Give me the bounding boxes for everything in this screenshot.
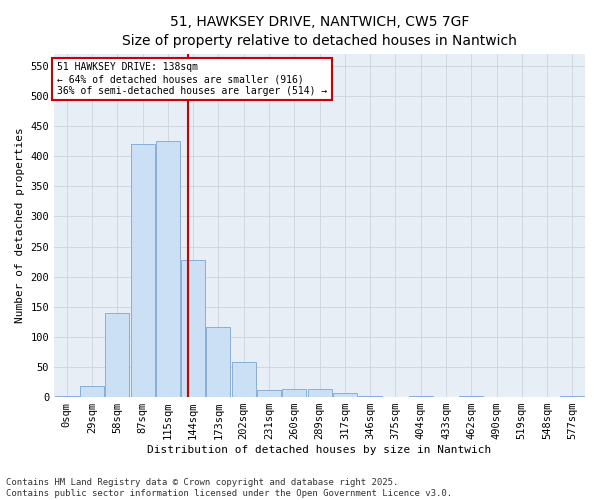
- Bar: [409, 396, 433, 397]
- Text: 51 HAWKSEY DRIVE: 138sqm
← 64% of detached houses are smaller (916)
36% of semi-: 51 HAWKSEY DRIVE: 138sqm ← 64% of detach…: [57, 62, 327, 96]
- Bar: [358, 396, 382, 397]
- Title: 51, HAWKSEY DRIVE, NANTWICH, CW5 7GF
Size of property relative to detached house: 51, HAWKSEY DRIVE, NANTWICH, CW5 7GF Siz…: [122, 15, 517, 48]
- Bar: [232, 362, 256, 397]
- Bar: [257, 390, 281, 397]
- Bar: [181, 260, 205, 397]
- Text: Contains HM Land Registry data © Crown copyright and database right 2025.
Contai: Contains HM Land Registry data © Crown c…: [6, 478, 452, 498]
- Bar: [282, 390, 307, 397]
- Bar: [206, 327, 230, 397]
- Bar: [308, 390, 332, 397]
- Bar: [131, 144, 155, 397]
- Bar: [560, 396, 584, 397]
- Bar: [333, 394, 357, 397]
- Bar: [80, 386, 104, 397]
- X-axis label: Distribution of detached houses by size in Nantwich: Distribution of detached houses by size …: [148, 445, 492, 455]
- Y-axis label: Number of detached properties: Number of detached properties: [15, 128, 25, 324]
- Bar: [156, 141, 180, 397]
- Bar: [55, 396, 79, 397]
- Bar: [459, 396, 483, 397]
- Bar: [106, 313, 130, 397]
